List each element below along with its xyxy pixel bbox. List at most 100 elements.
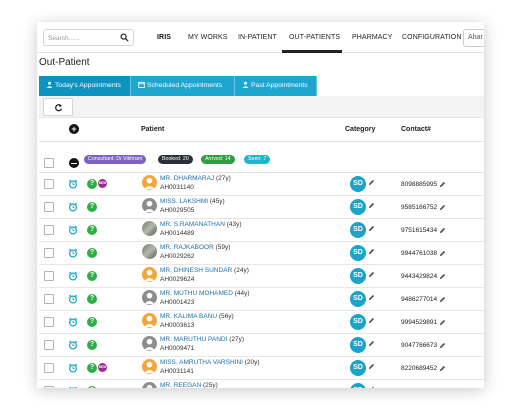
row-checkbox[interactable]: [44, 179, 54, 189]
patient-name[interactable]: MR. MUTHU MOHAMED (44y): [160, 290, 250, 297]
patient-name-link[interactable]: MR. KALIMA BANU: [160, 313, 218, 320]
patient-name[interactable]: MR. DHARMARAJ (27y): [160, 175, 231, 182]
table-row[interactable]: ? MR. REEGAN (25y) SD: [39, 380, 484, 388]
edit-category-icon[interactable]: [368, 271, 375, 278]
alarm-clock-icon[interactable]: [68, 386, 78, 388]
table-row[interactable]: ? MR. S.RAMANATHAN (43y) AH0014489 SD 975161…: [39, 219, 484, 242]
edit-category-icon[interactable]: [368, 225, 375, 232]
alarm-clock-icon[interactable]: [68, 248, 78, 258]
column-header-contact[interactable]: Contact#: [401, 126, 431, 133]
question-icon[interactable]: ?: [87, 294, 97, 304]
patient-name-link[interactable]: MR. DHINESH SUNDAR: [160, 267, 233, 274]
alarm-clock-icon[interactable]: [68, 225, 78, 235]
patient-name-link[interactable]: MISS. LAKSHMI: [160, 198, 209, 205]
select-all-checkbox[interactable]: [44, 158, 54, 168]
patient-name[interactable]: MISS. AMRUTHA VARSHINI (20y): [160, 359, 260, 366]
question-icon[interactable]: ?: [87, 271, 97, 281]
edit-category-icon[interactable]: [368, 386, 375, 388]
row-checkbox[interactable]: [44, 294, 54, 304]
row-checkbox[interactable]: [44, 317, 54, 327]
edit-contact-icon[interactable]: [439, 342, 446, 349]
tab-todays-appointments[interactable]: Today's Appointments: [39, 76, 131, 96]
edit-contact-icon[interactable]: [439, 273, 446, 280]
table-row[interactable]: ? MR. MUTHU MOHAMED (44y) AH0001423 SD 94862…: [39, 288, 484, 311]
patient-name[interactable]: MISS. LAKSHMI (45y): [160, 198, 225, 205]
row-checkbox[interactable]: [44, 202, 54, 212]
question-icon[interactable]: ?: [87, 179, 97, 189]
patient-id: AH0029505: [160, 207, 195, 214]
patient-name-link[interactable]: MR. MUTHU MOHAMED: [160, 290, 233, 297]
edit-contact-icon[interactable]: [439, 181, 446, 188]
collapse-icon[interactable]: [69, 158, 79, 168]
edit-contact-icon[interactable]: [439, 227, 446, 234]
edit-category-icon[interactable]: [368, 202, 375, 209]
alarm-clock-icon[interactable]: [68, 294, 78, 304]
row-checkbox[interactable]: [44, 248, 54, 258]
patient-name-link[interactable]: MR. REEGAN: [160, 382, 202, 388]
table-row[interactable]: ? MR. MARUTHU PANDI (27y) AH0009471 SD 90477…: [39, 334, 484, 357]
refresh-button[interactable]: [43, 98, 73, 116]
row-checkbox[interactable]: [44, 340, 54, 350]
nav-configuration[interactable]: CONFIGURATION: [402, 34, 462, 41]
edit-contact-icon[interactable]: [439, 204, 446, 211]
patient-name[interactable]: MR. MARUTHU PANDI (27y): [160, 336, 244, 343]
tab-past-appointments[interactable]: Past Appointments: [235, 76, 317, 96]
row-checkbox[interactable]: [44, 225, 54, 235]
alarm-clock-icon[interactable]: [68, 271, 78, 281]
table-row[interactable]: ? NEW MISS. AMRUTHA VARSHINI (20y) AH003114…: [39, 357, 484, 380]
alarm-clock-icon[interactable]: [68, 317, 78, 327]
patient-name[interactable]: MR. KALIMA BANU (56y): [160, 313, 234, 320]
edit-contact-icon[interactable]: [439, 296, 446, 303]
search-input[interactable]: [48, 32, 118, 44]
nav-pharmacy[interactable]: PHARMACY: [352, 34, 393, 41]
nav-my-works[interactable]: MY WORKS: [188, 34, 228, 41]
patient-name[interactable]: MR. S.RAMANATHAN (43y): [160, 221, 242, 228]
question-icon[interactable]: ?: [87, 317, 97, 327]
edit-contact-icon[interactable]: [439, 365, 446, 372]
edit-contact-icon[interactable]: [439, 250, 446, 257]
edit-category-icon[interactable]: [368, 248, 375, 255]
edit-contact-icon[interactable]: [439, 319, 446, 326]
question-icon[interactable]: ?: [87, 363, 97, 373]
patient-name-link[interactable]: MR. MARUTHU PANDI: [160, 336, 228, 343]
hospital-select[interactable]: Ahar: [463, 29, 484, 47]
edit-category-icon[interactable]: [368, 363, 375, 370]
column-header-patient[interactable]: Patient: [141, 126, 165, 133]
column-header-category[interactable]: Category: [345, 126, 376, 133]
patient-name-link[interactable]: MR. S.RAMANATHAN: [160, 221, 225, 228]
patient-name[interactable]: MR. REEGAN (25y): [160, 382, 218, 388]
table-row[interactable]: ? MR. RAJKABOOR (59y) AH0029262 SD 994476103…: [39, 242, 484, 265]
nav-out-patients[interactable]: OUT-PATIENTS: [289, 34, 341, 41]
edit-category-icon[interactable]: [368, 340, 375, 347]
row-checkbox[interactable]: [44, 363, 54, 373]
nav-in-patient[interactable]: IN-PATIENT: [238, 34, 277, 41]
alarm-clock-icon[interactable]: [68, 363, 78, 373]
add-icon[interactable]: +: [69, 124, 79, 134]
table-row[interactable]: ? MR. KALIMA BANU (56y) AH0003613 SD 9994529…: [39, 311, 484, 334]
search-box[interactable]: [43, 29, 134, 46]
tab-scheduled-appointments[interactable]: Scheduled Appointments: [131, 76, 235, 96]
edit-category-icon[interactable]: [368, 317, 375, 324]
patient-name-link[interactable]: MR. DHARMARAJ: [160, 175, 215, 182]
alarm-clock-icon[interactable]: [68, 202, 78, 212]
question-icon[interactable]: ?: [87, 202, 97, 212]
table-row[interactable]: ? NEW MR. DHARMARAJ (27y) AH0031140 SD 809888…: [39, 173, 484, 196]
table-row[interactable]: ? MR. DHINESH SUNDAR (24y) AH0029624 SD 9443…: [39, 265, 484, 288]
patient-name-link[interactable]: MR. RAJKABOOR: [160, 244, 214, 251]
row-checkbox[interactable]: [44, 386, 54, 388]
row-checkbox[interactable]: [44, 271, 54, 281]
question-icon[interactable]: ?: [87, 225, 97, 235]
edit-category-icon[interactable]: [368, 294, 375, 301]
alarm-clock-icon[interactable]: [68, 179, 78, 189]
question-icon[interactable]: ?: [87, 340, 97, 350]
search-icon[interactable]: [120, 33, 129, 42]
patient-name[interactable]: MR. RAJKABOOR (59y): [160, 244, 230, 251]
edit-category-icon[interactable]: [368, 179, 375, 186]
table-row[interactable]: ? MISS. LAKSHMI (45y) AH0029505 SD 958516675…: [39, 196, 484, 219]
brand-logo[interactable]: IRIS: [157, 34, 172, 41]
question-icon[interactable]: ?: [87, 248, 97, 258]
alarm-clock-icon[interactable]: [68, 340, 78, 350]
patient-name[interactable]: MR. DHINESH SUNDAR (24y): [160, 267, 249, 274]
question-icon[interactable]: ?: [87, 386, 97, 388]
patient-name-link[interactable]: MISS. AMRUTHA VARSHINI: [160, 359, 243, 366]
